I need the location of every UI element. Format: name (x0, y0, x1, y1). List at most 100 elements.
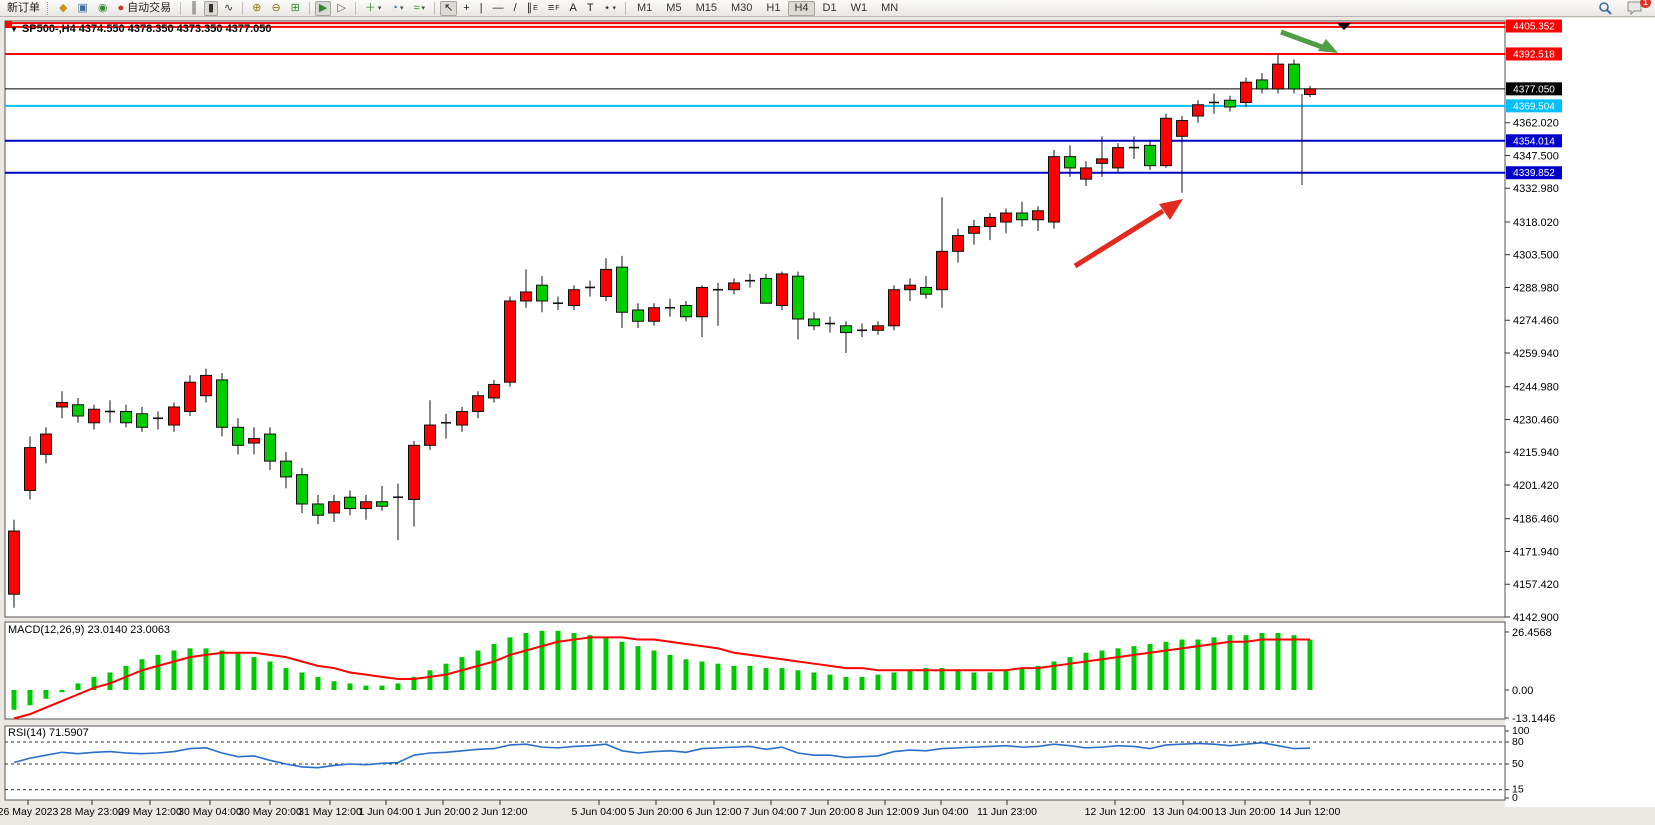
timeframe-h4[interactable]: H4 (788, 0, 815, 16)
candle[interactable] (168, 406, 180, 426)
zoom-out-button[interactable]: ⊖ (267, 1, 284, 16)
candle[interactable] (1032, 210, 1044, 221)
candle[interactable] (88, 408, 100, 424)
arrows-tool-button[interactable]: ⋆ ▾ (600, 1, 620, 16)
timeframe-m5[interactable]: M5 (666, 1, 682, 14)
candle[interactable] (616, 266, 628, 313)
red-arrow-shaft[interactable] (1073, 208, 1165, 269)
candle[interactable] (888, 289, 900, 327)
candle[interactable] (1224, 99, 1236, 108)
candle[interactable] (968, 226, 980, 234)
candle-chart-button[interactable]: ▮ (203, 0, 218, 16)
candle[interactable] (264, 433, 276, 462)
candle[interactable] (952, 235, 964, 252)
candle[interactable] (1304, 88, 1316, 95)
timeframe-w1[interactable]: W1 (850, 1, 868, 14)
candle[interactable] (1160, 117, 1172, 167)
candle[interactable] (200, 374, 212, 397)
candle[interactable] (280, 460, 292, 478)
navigator-button[interactable]: ◉ (94, 1, 112, 16)
candle[interactable] (120, 411, 132, 424)
candle[interactable] (872, 325, 884, 331)
candle[interactable] (56, 401, 68, 408)
candle[interactable] (1144, 144, 1156, 167)
candle[interactable] (136, 413, 148, 428)
chat-button[interactable]: 1 (1623, 0, 1651, 16)
bar-chart-button[interactable]: ║ (186, 1, 202, 16)
chevron-down-icon[interactable]: ▾ (612, 4, 616, 12)
candle[interactable] (1064, 156, 1076, 169)
candle[interactable] (456, 411, 468, 426)
chevron-down-icon[interactable]: ▾ (421, 4, 426, 12)
candle[interactable] (1000, 212, 1012, 223)
candle[interactable] (840, 325, 852, 334)
fibonacci-button[interactable]: ≡ F (544, 1, 564, 16)
candle[interactable] (344, 496, 356, 509)
candle[interactable] (536, 284, 548, 302)
text-label-button[interactable]: T (583, 1, 598, 16)
candle[interactable] (696, 286, 708, 318)
new-order-button[interactable]: 新订单 (7, 1, 40, 14)
candle[interactable] (728, 282, 740, 291)
timeframe-m1[interactable]: M1 (637, 1, 653, 14)
auto-scroll-button[interactable]: ▶ (314, 0, 332, 16)
candle[interactable] (8, 530, 20, 595)
tile-windows-button[interactable]: ⊞ (287, 1, 304, 16)
auto-trading-button[interactable]: ● 自动交易 (117, 1, 172, 14)
candle[interactable] (296, 474, 308, 505)
candle[interactable] (1288, 63, 1300, 90)
indicators-button[interactable]: ≈ ▾ (410, 1, 430, 16)
main-chart-panel[interactable] (4, 20, 1506, 618)
candle[interactable] (232, 426, 244, 446)
collapse-arrow-icon[interactable]: ▼ (10, 24, 18, 34)
candle[interactable] (1048, 156, 1060, 223)
search-button[interactable] (1594, 1, 1616, 16)
candle[interactable] (1256, 79, 1268, 90)
chart-shift-button[interactable]: ▷ (333, 1, 349, 16)
candle[interactable] (312, 503, 324, 516)
candle[interactable] (216, 379, 228, 428)
candle[interactable] (920, 286, 932, 295)
period-button[interactable]: ◔ ▾ (387, 1, 407, 16)
horizontal-line-button[interactable]: — (489, 1, 508, 16)
crosshair-button[interactable]: + (459, 1, 473, 16)
chart-canvas[interactable]: 4362.020 4347.500 4332.980 4318.020 4303.500… (0, 18, 1655, 825)
candle[interactable] (360, 501, 372, 509)
candle[interactable] (632, 309, 644, 322)
timeframe-m30[interactable]: M30 (730, 1, 753, 14)
top-triangle-marker[interactable] (1337, 23, 1351, 30)
candle[interactable] (520, 291, 532, 302)
candle[interactable] (760, 277, 772, 304)
rsi-panel[interactable] (4, 725, 1506, 801)
data-window-button[interactable]: ▣ (73, 1, 91, 16)
cursor-button[interactable]: ↖ (440, 0, 458, 16)
timeframe-h1[interactable]: H1 (766, 1, 781, 14)
candle[interactable] (328, 501, 340, 514)
candle[interactable] (792, 275, 804, 320)
candle[interactable] (472, 395, 484, 413)
line-chart-button[interactable]: ∿ (220, 1, 237, 16)
candle[interactable] (408, 444, 420, 500)
chevron-down-icon[interactable]: ▾ (377, 4, 382, 12)
channel-button[interactable]: ∥ E (523, 1, 542, 16)
candle[interactable] (1016, 212, 1028, 221)
candle[interactable] (1192, 104, 1204, 117)
candle[interactable] (504, 300, 516, 383)
candle[interactable] (1176, 120, 1188, 137)
timeframe-mn[interactable]: MN (881, 1, 899, 14)
market-watch-button[interactable]: ◆ (55, 1, 71, 16)
green-arrow-head[interactable] (1318, 39, 1338, 53)
candle[interactable] (936, 250, 948, 291)
line-anchor-handle[interactable] (5, 21, 12, 28)
candle[interactable] (648, 307, 660, 322)
candle[interactable] (1080, 167, 1092, 180)
timeframe-d1[interactable]: D1 (822, 1, 837, 14)
chevron-down-icon[interactable]: ▾ (399, 4, 404, 12)
candle[interactable] (184, 381, 196, 413)
candle[interactable] (72, 404, 84, 417)
timeframe-m15[interactable]: M15 (695, 1, 717, 14)
green-arrow-shaft[interactable] (1280, 29, 1323, 50)
candle[interactable] (40, 433, 52, 455)
candle[interactable] (1240, 81, 1252, 103)
candle[interactable] (680, 304, 692, 318)
